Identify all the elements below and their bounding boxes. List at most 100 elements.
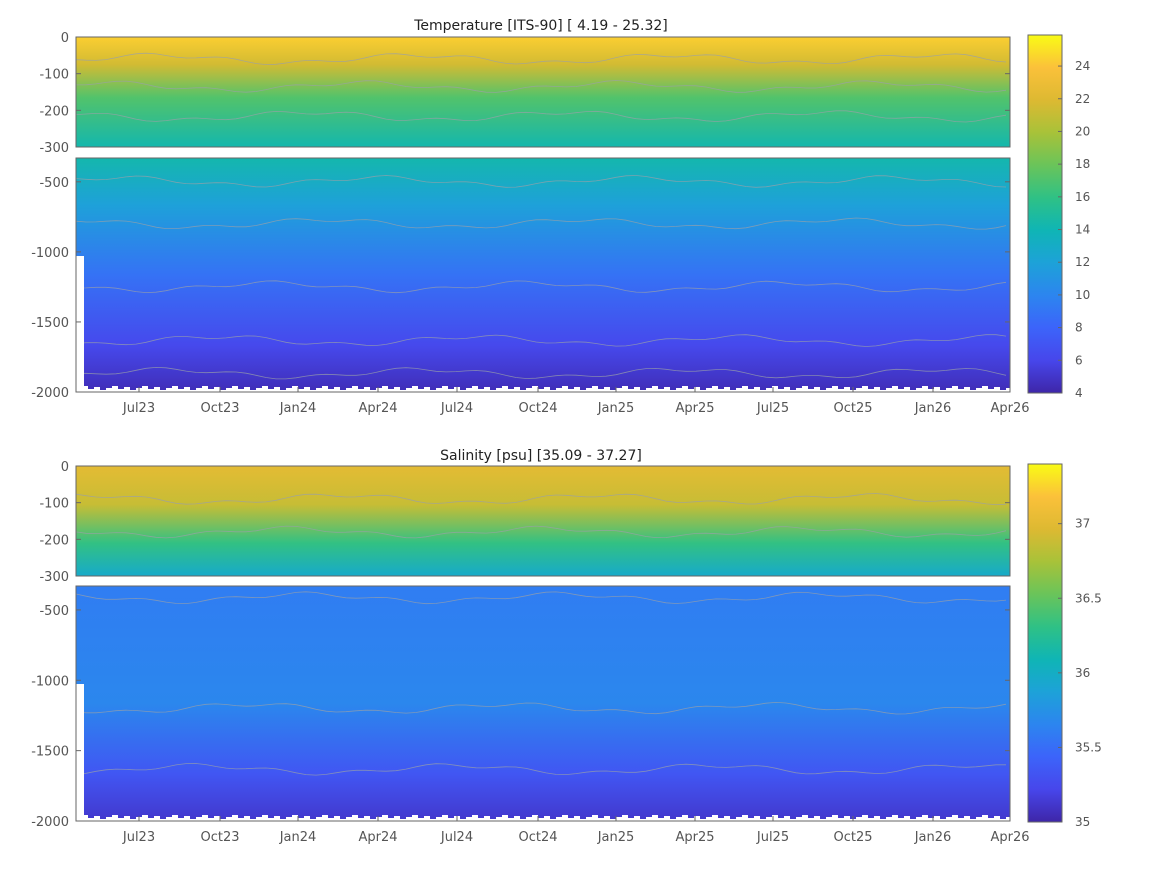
y-tick-label: -1000 <box>31 246 69 261</box>
x-tick-label: Oct24 <box>518 401 557 416</box>
contour-line <box>75 175 1007 188</box>
x-tick-label: Jan26 <box>914 401 952 416</box>
contour-line <box>75 701 1007 715</box>
contour-line <box>75 366 1007 380</box>
x-tick-label: Jul24 <box>440 401 473 416</box>
x-tick-label: Apr25 <box>675 401 714 416</box>
x-tick-label: Jul24 <box>440 830 473 845</box>
x-tick-label: Apr24 <box>358 401 397 416</box>
colorbar-tick-label: 12 <box>1075 255 1090 269</box>
salinity-upper-frame <box>75 465 1011 577</box>
y-tick-label: -1500 <box>31 745 69 760</box>
x-tick-label: Apr26 <box>990 830 1029 845</box>
y-tick-label: -100 <box>39 68 69 83</box>
x-tick-label: Oct25 <box>833 401 872 416</box>
colorbar-tick-label: 35 <box>1075 815 1090 829</box>
colorbar-tick-label: 6 <box>1075 353 1083 367</box>
colorbar-tick-label: 24 <box>1075 59 1090 73</box>
y-tick-label: -1000 <box>31 674 69 689</box>
salinity-colorbar-frame <box>1027 463 1063 823</box>
data-gap <box>76 684 84 821</box>
salinity-lower-panel: -500 -1000 -1500 -2000 <box>31 585 1012 830</box>
temperature-lower-panel: -500 -1000 -1500 -2000 <box>31 157 1012 401</box>
salinity-lower-gaps <box>76 684 1012 821</box>
x-tick-label: Oct24 <box>518 830 557 845</box>
temperature-upper-yticks: 0 -100 -200 -300 <box>39 31 1010 156</box>
colorbar-tick-label: 20 <box>1075 124 1090 138</box>
salinity-upper-field <box>76 466 1010 576</box>
colorbar-tick-label: 37 <box>1075 517 1090 531</box>
contour-line <box>75 591 1007 605</box>
y-tick-label: -2000 <box>31 386 69 401</box>
y-tick-label: -100 <box>39 497 69 512</box>
contour-line <box>75 110 1007 123</box>
colorbar-tick-label: 14 <box>1075 223 1090 237</box>
x-tick-label: Apr26 <box>990 401 1029 416</box>
temperature-lower-frame <box>75 157 1011 393</box>
contour-line <box>75 280 1007 294</box>
temperature-chart: Temperature [ITS-90] [ 4.19 - 25.32] 0 -1… <box>31 18 1090 416</box>
contour-line <box>75 493 1007 506</box>
salinity-colorbar-ticks: 37 36.5 36 35.5 35 <box>1058 517 1102 829</box>
temperature-lower-contours <box>75 175 1007 380</box>
x-tick-label: Apr25 <box>675 830 714 845</box>
x-tick-label: Jan26 <box>914 830 952 845</box>
x-tick-label: Jul23 <box>122 830 155 845</box>
colorbar-tick-label: 10 <box>1075 288 1090 302</box>
colorbar-tick-label: 16 <box>1075 190 1090 204</box>
salinity-lower-frame <box>75 585 1011 822</box>
data-gap <box>76 256 84 392</box>
salinity-xticks: Jul23 Oct23 Jan24 Apr24 Jul24 Oct24 Jan25 Apr25… <box>122 816 1030 845</box>
salinity-lower-contours <box>75 591 1007 776</box>
x-tick-label: Jul25 <box>756 830 789 845</box>
colorbar-tick-label: 35.5 <box>1075 740 1102 754</box>
salinity-upper-contours <box>75 493 1007 539</box>
temperature-xticks: Jul23 Oct23 Jan24 Apr24 Jul24 Oct24 Jan25 Apr25… <box>122 387 1030 416</box>
y-tick-label: -300 <box>39 570 69 585</box>
temperature-colorbar-ticks: 24 22 20 18 16 14 12 10 8 6 4 <box>1058 59 1090 400</box>
x-tick-label: Oct25 <box>833 830 872 845</box>
x-tick-label: Apr24 <box>358 830 397 845</box>
salinity-lower-yticks: -500 -1000 -1500 -2000 <box>31 604 1010 830</box>
x-tick-label: Oct23 <box>200 401 239 416</box>
y-tick-label: 0 <box>61 460 69 475</box>
salinity-colorbar-gradient <box>1028 464 1062 822</box>
y-tick-label: -200 <box>39 104 69 119</box>
contour-line <box>75 334 1007 347</box>
contour-line <box>75 217 1007 230</box>
salinity-title: Salinity [psu] [35.09 - 37.27] <box>440 448 642 464</box>
temperature-lower-gaps <box>76 256 1012 392</box>
contour-line <box>75 763 1006 776</box>
data-gap-bottom <box>76 386 1012 392</box>
temperature-colorbar: 24 22 20 18 16 14 12 10 8 6 4 <box>1027 34 1090 400</box>
salinity-chart: Salinity [psu] [35.09 - 37.27] 0 -100 -200… <box>31 448 1102 845</box>
temperature-upper-contours <box>75 52 1007 123</box>
temperature-colorbar-gradient <box>1028 35 1062 393</box>
salinity-upper-yticks: 0 -100 -200 -300 <box>39 460 1010 585</box>
x-tick-label: Jan24 <box>279 830 317 845</box>
temperature-lower-yticks: -500 -1000 -1500 -2000 <box>31 176 1010 401</box>
y-tick-label: -300 <box>39 141 69 156</box>
x-tick-label: Jan25 <box>597 401 635 416</box>
y-tick-label: 0 <box>61 31 69 46</box>
x-tick-label: Jan25 <box>597 830 635 845</box>
temperature-upper-frame <box>75 36 1011 148</box>
x-tick-label: Jul23 <box>122 401 155 416</box>
contour-line <box>75 80 1007 93</box>
x-tick-label: Jul25 <box>756 401 789 416</box>
colorbar-tick-label: 4 <box>1075 386 1083 400</box>
temperature-upper-panel: 0 -100 -200 -300 <box>39 31 1011 156</box>
temperature-lower-field <box>76 158 1010 392</box>
data-gap-bottom <box>76 815 1012 821</box>
colorbar-tick-label: 36.5 <box>1075 591 1102 605</box>
y-tick-label: -500 <box>39 604 69 619</box>
temperature-title: Temperature [ITS-90] [ 4.19 - 25.32] <box>413 18 668 34</box>
temperature-colorbar-frame <box>1027 34 1063 394</box>
y-tick-label: -200 <box>39 533 69 548</box>
salinity-colorbar: 37 36.5 36 35.5 35 <box>1027 463 1102 829</box>
salinity-lower-field <box>76 586 1010 821</box>
x-tick-label: Jan24 <box>279 401 317 416</box>
x-tick-label: Oct23 <box>200 830 239 845</box>
temperature-upper-field <box>76 37 1010 147</box>
